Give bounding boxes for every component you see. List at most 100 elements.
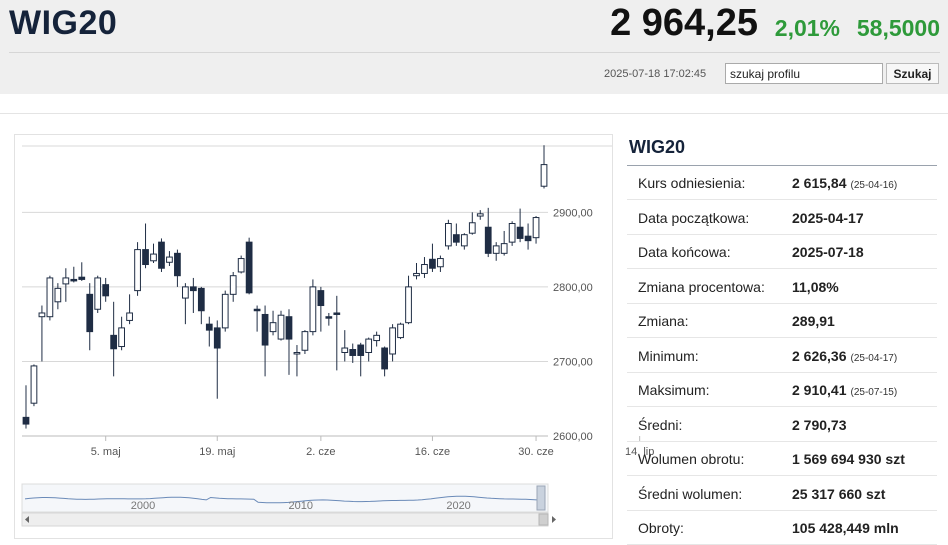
candle[interactable] (150, 243, 157, 264)
candle[interactable] (134, 242, 141, 296)
stats-value: 289,91 (792, 313, 839, 329)
candle[interactable] (421, 257, 428, 278)
candle[interactable] (516, 208, 524, 243)
candle[interactable] (245, 237, 253, 295)
navigator-area[interactable] (21, 483, 549, 513)
candle-body-down (516, 226, 524, 239)
candle[interactable] (413, 263, 420, 280)
scrollbar-thumb[interactable] (538, 513, 549, 526)
candle[interactable] (94, 275, 102, 313)
candle-body-up (30, 365, 38, 404)
candle[interactable] (277, 310, 285, 341)
candle-body-down (102, 284, 110, 297)
candle[interactable] (309, 279, 317, 336)
candle[interactable] (221, 290, 229, 332)
candle[interactable] (460, 233, 468, 250)
candle[interactable] (126, 294, 133, 325)
x-tick-label: 30. cze (518, 446, 553, 458)
search-button[interactable]: Szukaj (886, 63, 939, 84)
candle[interactable] (405, 275, 412, 325)
candle[interactable] (333, 295, 341, 371)
candle[interactable] (237, 255, 245, 274)
candle[interactable] (365, 337, 373, 362)
candle-body-down (86, 293, 94, 333)
candle[interactable] (253, 305, 261, 332)
candle[interactable] (476, 210, 484, 220)
candle[interactable] (540, 145, 548, 189)
candle[interactable] (468, 212, 476, 235)
candle[interactable] (158, 238, 165, 272)
candle[interactable] (317, 286, 325, 332)
candle[interactable] (213, 320, 221, 399)
candle-body-down (174, 252, 181, 277)
stats-row: Data końcowa: 2025-07-18 (627, 235, 937, 269)
candle-body-down (22, 416, 30, 425)
candle[interactable] (182, 283, 189, 325)
candle[interactable] (22, 385, 30, 429)
candle-body-up (62, 277, 70, 285)
candle[interactable] (437, 255, 444, 272)
candle[interactable] (197, 286, 205, 325)
candle[interactable] (301, 330, 309, 354)
candle[interactable] (166, 251, 173, 267)
candle[interactable] (261, 305, 269, 377)
candle[interactable] (389, 324, 396, 362)
candle[interactable] (205, 316, 213, 347)
candle[interactable] (30, 364, 38, 407)
candle[interactable] (445, 219, 452, 250)
candle[interactable] (285, 309, 293, 375)
candle[interactable] (86, 283, 94, 351)
candle[interactable] (38, 305, 46, 362)
candle[interactable] (357, 342, 365, 377)
candle[interactable] (381, 346, 388, 377)
quote-header: WIG20 2 964,25 2,01% 58,5000 2025-07-18 … (0, 0, 948, 94)
candle-body-up (476, 213, 484, 217)
x-tick-label: 2. cze (306, 446, 335, 458)
scroll-left-icon[interactable] (25, 516, 29, 523)
candle[interactable] (508, 221, 516, 246)
candle[interactable] (70, 266, 78, 283)
candle[interactable] (54, 283, 62, 310)
candle[interactable] (229, 271, 237, 302)
candle[interactable] (349, 343, 357, 363)
candle-body-up (150, 253, 157, 262)
stats-label: Kurs odniesienia: (638, 175, 746, 191)
stats-value: 25 317 660 szt (792, 486, 889, 502)
candle[interactable] (293, 345, 301, 377)
stats-row: Minimum: 2 626,36 (25-04-17) (627, 339, 937, 373)
stats-row: Zmiana: 289,91 (627, 304, 937, 338)
candle[interactable] (118, 316, 125, 351)
candle[interactable] (142, 223, 149, 269)
stats-value-text: 2 910,41 (792, 382, 847, 398)
candle[interactable] (62, 268, 70, 302)
candle[interactable] (532, 216, 540, 244)
candle[interactable] (269, 310, 277, 336)
candle[interactable] (174, 249, 181, 287)
search-profile-input[interactable] (725, 63, 883, 84)
candle[interactable] (341, 330, 349, 362)
candle[interactable] (189, 277, 197, 313)
navigator-scrollbar[interactable] (21, 512, 549, 527)
navigator-handle[interactable] (536, 485, 546, 511)
candle[interactable] (429, 243, 436, 272)
candle[interactable] (492, 242, 500, 261)
candle[interactable] (373, 331, 381, 347)
stats-label: Wolumen obrotu: (638, 451, 745, 467)
candle-body-up (38, 312, 46, 318)
candle-body-down (78, 276, 86, 280)
candle[interactable] (397, 322, 404, 340)
scroll-right-icon[interactable] (552, 516, 556, 523)
stats-value: 105 428,449 mln (792, 520, 903, 536)
candle[interactable] (325, 312, 333, 326)
candle[interactable] (46, 275, 54, 321)
candle[interactable] (484, 207, 492, 258)
candle[interactable] (524, 223, 532, 250)
candle[interactable] (102, 277, 110, 302)
candle[interactable] (500, 230, 508, 256)
navigator-tick-label: 2010 (289, 500, 313, 512)
candle[interactable] (110, 301, 118, 377)
candle-body-up (413, 272, 420, 277)
candle[interactable] (452, 223, 460, 246)
candle[interactable] (78, 262, 86, 281)
